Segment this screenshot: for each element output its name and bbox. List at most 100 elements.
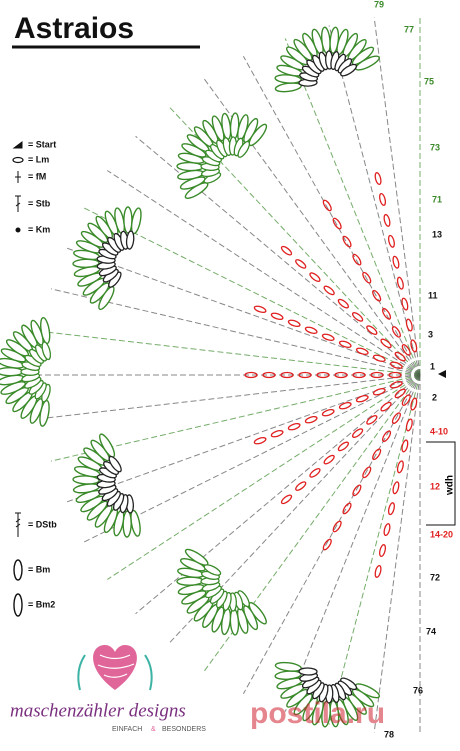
row-number: 12 (430, 481, 440, 491)
red-stitch (381, 307, 392, 320)
bm2-symbol (13, 593, 23, 617)
logo-tagline: & (151, 726, 156, 733)
red-stitch (410, 339, 418, 353)
green-petal (274, 661, 302, 672)
red-stitch (342, 235, 352, 248)
legend-symbols (12, 141, 24, 617)
red-stitch (362, 466, 372, 479)
red-stitch (352, 253, 362, 266)
red-stitch (244, 371, 258, 379)
red-stitch (338, 340, 352, 348)
row-number: 2 (432, 392, 437, 402)
row-number: 73 (430, 142, 440, 152)
legend-label: = Bm (28, 564, 50, 574)
stitch-line (50, 288, 421, 376)
row-number: 79 (374, 0, 384, 9)
red-stitch (342, 502, 352, 515)
row-number: 78 (384, 729, 394, 739)
green-petal (176, 576, 204, 586)
stb-slash (15, 202, 21, 207)
green-petal (72, 258, 100, 269)
stitch-line (42, 331, 421, 376)
red-stitch (309, 272, 321, 282)
red-stitch (374, 564, 382, 578)
inner-petal (203, 564, 222, 576)
stitch-line (106, 374, 421, 580)
stitch-line (284, 38, 421, 376)
red-stitch (372, 388, 386, 396)
red-stitch (323, 285, 335, 296)
red-stitch (372, 448, 382, 461)
red-stitch (304, 326, 318, 334)
red-stitch (389, 361, 403, 369)
red-stitch (379, 192, 387, 206)
red-stitch (338, 402, 352, 410)
stitch-line (373, 374, 421, 733)
red-stitch (295, 481, 307, 491)
stitch-line (64, 374, 421, 504)
stitch-line (373, 17, 421, 376)
red-stitch (321, 409, 335, 417)
stitch-line (328, 25, 421, 376)
red-stitch (304, 416, 318, 424)
red-stitch (374, 172, 382, 186)
red-stitch (383, 523, 391, 537)
start-marker (438, 370, 446, 378)
row-number: 14-20 (430, 529, 453, 539)
red-stitch (410, 397, 418, 411)
red-stitch (322, 199, 332, 212)
legend-label: = Km (28, 224, 50, 234)
red-stitch (381, 430, 392, 443)
legend-label: = DStb (28, 519, 57, 529)
chart-drawing (0, 15, 421, 735)
red-stitch (337, 441, 350, 452)
row-number: 77 (404, 24, 414, 34)
red-stitch (322, 538, 332, 551)
red-stitch (316, 371, 330, 379)
red-stitch (332, 217, 342, 230)
red-stitch (383, 213, 391, 227)
red-stitch (401, 439, 409, 453)
row-number: 3 (428, 329, 433, 339)
red-stitch (298, 371, 312, 379)
inner-petal (108, 455, 122, 473)
logo-tagline: BESONDERS (162, 726, 206, 733)
red-stitch (270, 312, 284, 320)
logo-heart (93, 645, 137, 690)
red-stitch (372, 289, 382, 302)
inner-petal (298, 667, 318, 676)
row-number: 75 (424, 76, 434, 86)
green-petal (130, 207, 142, 235)
stitch-line (167, 374, 421, 645)
repeat-bracket (426, 441, 456, 526)
red-stitch (405, 318, 413, 332)
red-stitch (323, 454, 335, 465)
red-stitch (370, 371, 384, 379)
row-number: 13 (432, 229, 442, 239)
logo-tagline: EINFACH (112, 726, 142, 733)
red-stitch (280, 371, 294, 379)
red-stitch (392, 481, 400, 495)
red-stitch (352, 371, 366, 379)
legend-label: = Stb (28, 198, 51, 208)
red-stitch (352, 484, 362, 497)
watermark: postila.ru (250, 697, 385, 730)
red-stitch (253, 305, 267, 313)
red-stitch (337, 298, 350, 309)
lm-symbol (12, 156, 24, 164)
red-stitch (387, 234, 395, 248)
inner-petal (125, 230, 135, 250)
row-number: 71 (432, 194, 442, 204)
red-stitch (362, 271, 372, 284)
start-symbol (12, 141, 23, 149)
legend-label: = fM (28, 171, 46, 181)
bm-symbol (13, 559, 23, 581)
green-petal (0, 366, 24, 377)
stitch-line (42, 374, 421, 419)
red-stitch (387, 502, 395, 516)
red-stitch (391, 326, 401, 338)
stitch-line (328, 374, 421, 725)
red-stitch (351, 312, 364, 322)
red-stitch (280, 245, 293, 256)
red-stitch (392, 255, 400, 269)
